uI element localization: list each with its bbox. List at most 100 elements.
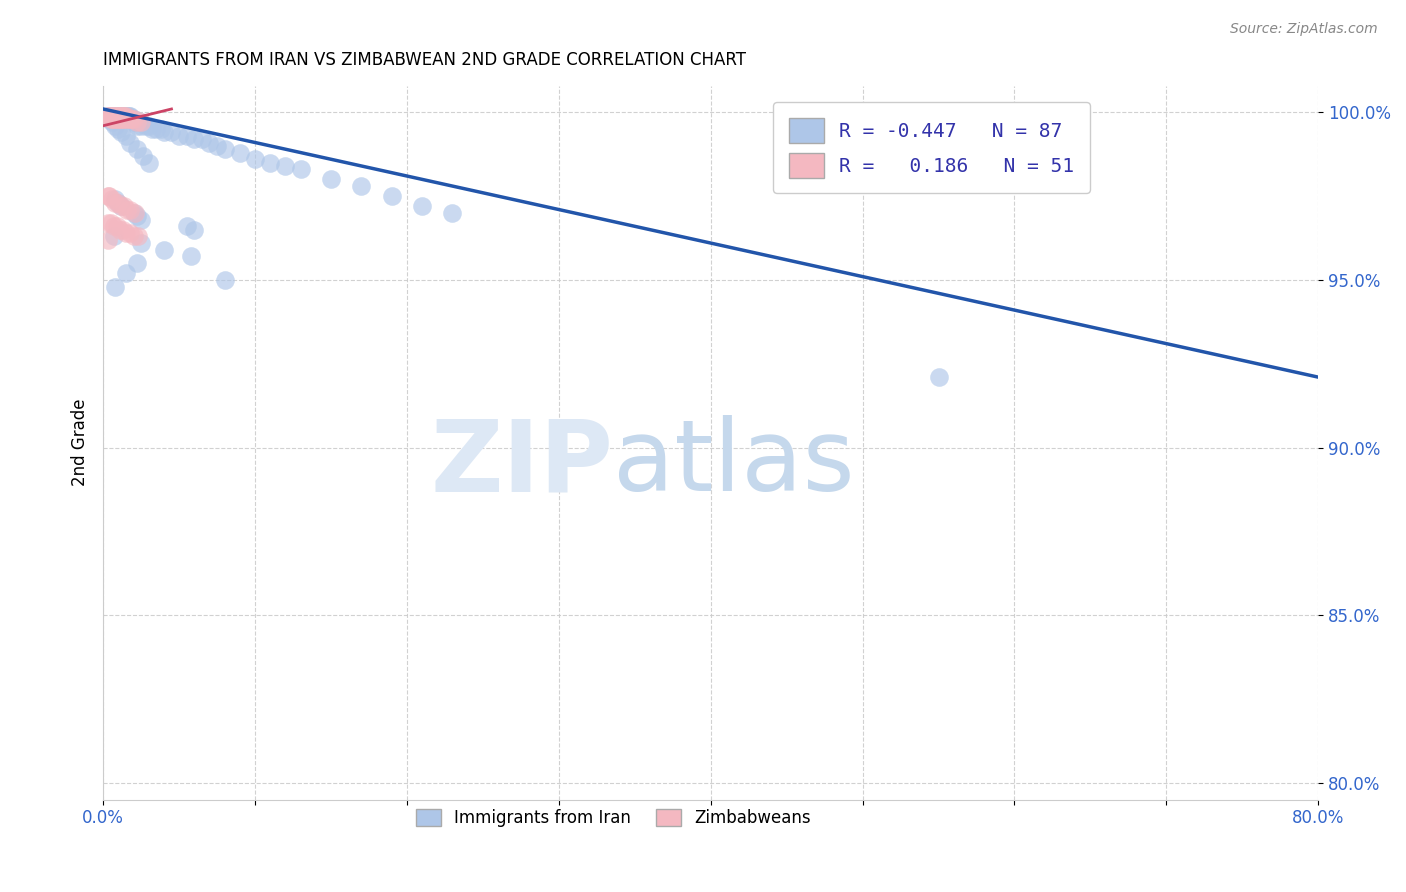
Text: IMMIGRANTS FROM IRAN VS ZIMBABWEAN 2ND GRADE CORRELATION CHART: IMMIGRANTS FROM IRAN VS ZIMBABWEAN 2ND G… bbox=[103, 51, 747, 69]
Point bbox=[120, 226, 142, 240]
Point bbox=[129, 115, 152, 129]
Point bbox=[290, 162, 312, 177]
Point bbox=[112, 199, 135, 213]
Point bbox=[129, 212, 152, 227]
Text: ZIP: ZIP bbox=[430, 416, 613, 512]
Point bbox=[110, 199, 132, 213]
Point bbox=[214, 273, 236, 287]
Point bbox=[110, 125, 132, 139]
Point bbox=[101, 193, 124, 207]
Point bbox=[125, 142, 148, 156]
Point bbox=[101, 112, 124, 126]
Point bbox=[97, 233, 120, 247]
Point bbox=[110, 112, 132, 126]
Point bbox=[105, 219, 128, 234]
Point bbox=[104, 109, 127, 123]
Point bbox=[125, 115, 148, 129]
Point bbox=[105, 112, 128, 126]
Point bbox=[107, 109, 129, 123]
Point bbox=[103, 109, 125, 123]
Point bbox=[125, 256, 148, 270]
Point bbox=[100, 216, 122, 230]
Point bbox=[124, 206, 146, 220]
Point bbox=[115, 109, 138, 123]
Point bbox=[107, 195, 129, 210]
Point bbox=[110, 199, 132, 213]
Point bbox=[103, 112, 125, 126]
Text: Source: ZipAtlas.com: Source: ZipAtlas.com bbox=[1230, 22, 1378, 37]
Point bbox=[176, 128, 198, 143]
Point bbox=[98, 112, 121, 126]
Point bbox=[108, 109, 131, 123]
Point bbox=[108, 222, 131, 236]
Point bbox=[108, 109, 131, 123]
Point bbox=[103, 219, 125, 234]
Point bbox=[125, 115, 148, 129]
Point bbox=[120, 112, 142, 126]
Point bbox=[110, 112, 132, 126]
Point bbox=[104, 109, 127, 123]
Point bbox=[122, 112, 145, 126]
Point bbox=[131, 149, 153, 163]
Point bbox=[153, 243, 176, 257]
Point bbox=[115, 128, 138, 143]
Point bbox=[107, 122, 129, 136]
Point bbox=[122, 112, 145, 126]
Point bbox=[100, 109, 122, 123]
Point bbox=[381, 189, 404, 203]
Point bbox=[118, 112, 141, 126]
Point bbox=[120, 202, 142, 217]
Point bbox=[138, 119, 160, 133]
Point bbox=[160, 125, 183, 139]
Point bbox=[97, 109, 120, 123]
Point bbox=[104, 119, 127, 133]
Point bbox=[125, 119, 148, 133]
Point bbox=[183, 132, 205, 146]
Point bbox=[411, 199, 433, 213]
Point bbox=[274, 159, 297, 173]
Point bbox=[105, 112, 128, 126]
Point bbox=[104, 279, 127, 293]
Point bbox=[129, 235, 152, 250]
Point bbox=[120, 112, 142, 126]
Point bbox=[104, 193, 127, 207]
Point bbox=[108, 112, 131, 126]
Point bbox=[104, 112, 127, 126]
Point bbox=[111, 109, 134, 123]
Point bbox=[100, 112, 122, 126]
Point bbox=[149, 122, 172, 136]
Point bbox=[101, 112, 124, 126]
Legend: Immigrants from Iran, Zimbabweans: Immigrants from Iran, Zimbabweans bbox=[409, 803, 818, 834]
Point bbox=[103, 112, 125, 126]
Point bbox=[122, 115, 145, 129]
Point bbox=[319, 172, 342, 186]
Point bbox=[117, 112, 139, 126]
Point bbox=[108, 112, 131, 126]
Point bbox=[205, 139, 228, 153]
Point bbox=[101, 109, 124, 123]
Point bbox=[104, 112, 127, 126]
Point bbox=[98, 109, 121, 123]
Point bbox=[117, 202, 139, 217]
Point bbox=[229, 145, 252, 160]
Point bbox=[112, 109, 135, 123]
Point bbox=[98, 109, 121, 123]
Point bbox=[118, 109, 141, 123]
Text: atlas: atlas bbox=[613, 416, 855, 512]
Point bbox=[115, 109, 138, 123]
Point bbox=[104, 195, 127, 210]
Point bbox=[110, 109, 132, 123]
Point bbox=[141, 122, 163, 136]
Point bbox=[120, 109, 142, 123]
Point bbox=[191, 132, 214, 146]
Point bbox=[105, 109, 128, 123]
Point bbox=[111, 112, 134, 126]
Point bbox=[101, 109, 124, 123]
Point bbox=[112, 112, 135, 126]
Point bbox=[125, 209, 148, 223]
Point bbox=[214, 142, 236, 156]
Point bbox=[97, 216, 120, 230]
Point bbox=[198, 136, 221, 150]
Point bbox=[117, 112, 139, 126]
Y-axis label: 2nd Grade: 2nd Grade bbox=[72, 399, 89, 486]
